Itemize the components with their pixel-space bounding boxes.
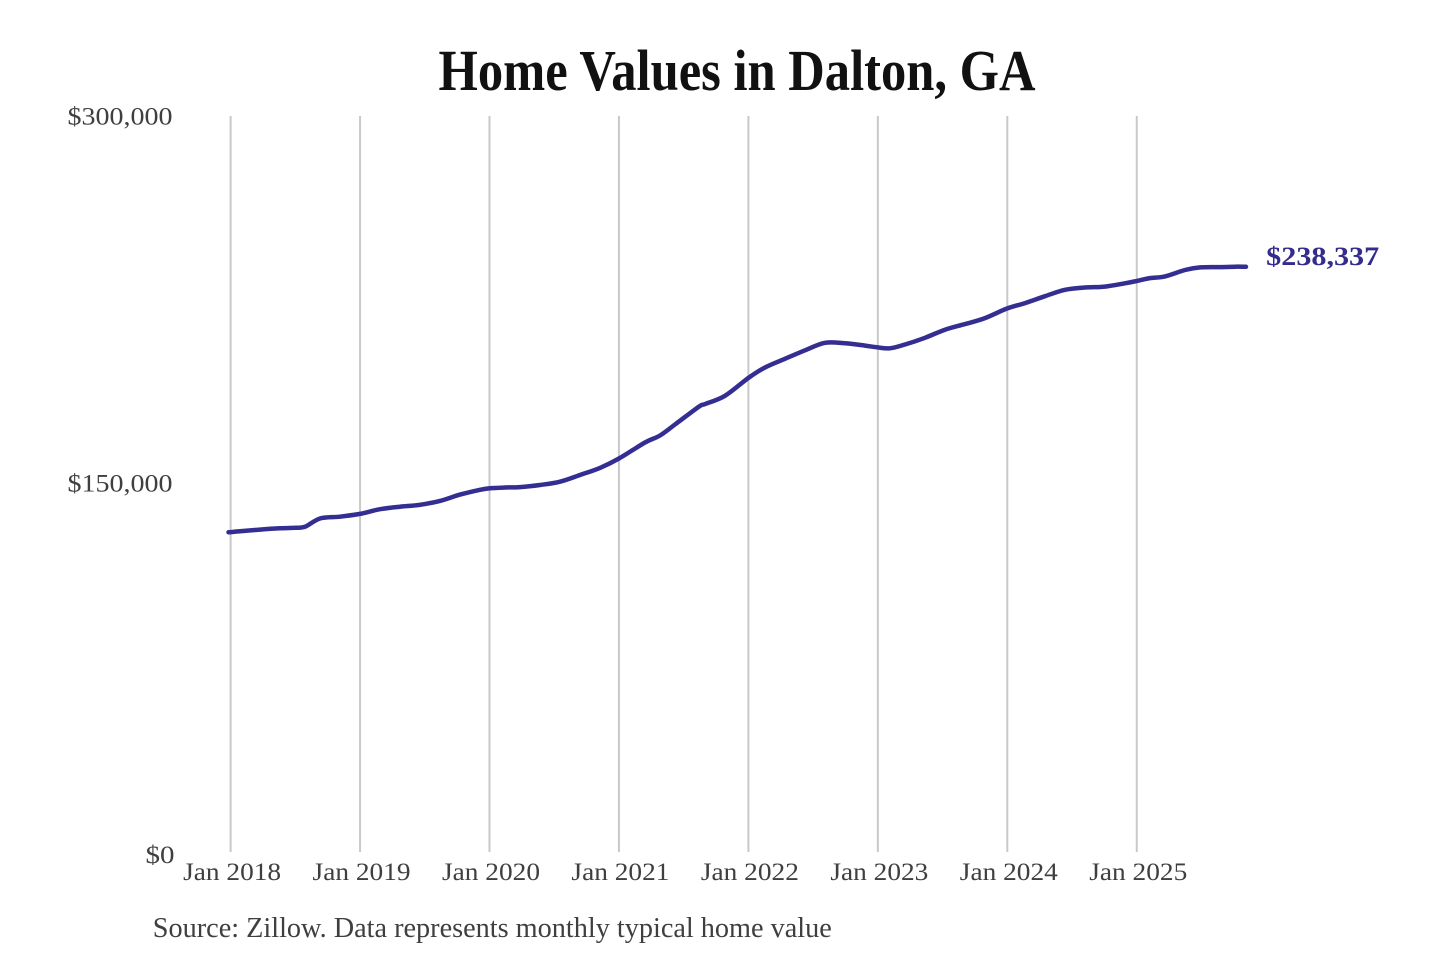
svg-text:Jan 2024: Jan 2024	[960, 859, 1059, 886]
svg-text:Jan 2019: Jan 2019	[313, 859, 411, 886]
svg-text:Jan 2023: Jan 2023	[830, 859, 928, 886]
svg-text:Jan 2020: Jan 2020	[442, 859, 540, 886]
svg-text:Source: Zillow. Data represent: Source: Zillow. Data represents monthly …	[153, 912, 832, 944]
svg-text:Jan 2021: Jan 2021	[571, 859, 669, 886]
svg-text:Home Values in Dalton, GA: Home Values in Dalton, GA	[439, 38, 1036, 103]
svg-text:Jan 2022: Jan 2022	[701, 859, 799, 886]
svg-text:Jan 2018: Jan 2018	[183, 859, 281, 886]
svg-text:Jan 2025: Jan 2025	[1089, 859, 1187, 886]
svg-text:$0: $0	[146, 842, 175, 869]
svg-text:$150,000: $150,000	[68, 470, 173, 497]
svg-text:$300,000: $300,000	[68, 103, 173, 130]
svg-text:$238,337: $238,337	[1266, 242, 1379, 271]
